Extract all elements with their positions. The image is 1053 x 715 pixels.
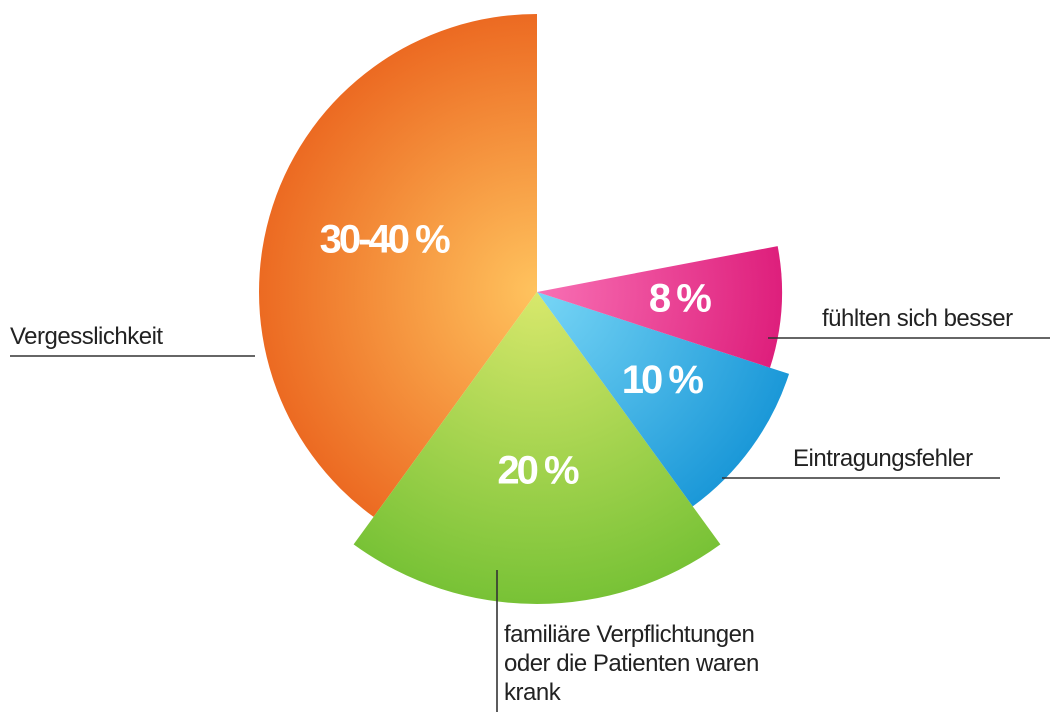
category-label: Eintragungsfehler <box>793 445 973 472</box>
pie-slice <box>537 292 790 507</box>
value-label: 20 % <box>497 449 579 493</box>
category-label: fühlten sich besser <box>822 305 1013 332</box>
value-label: 8 % <box>649 276 711 320</box>
pie-slice <box>259 14 537 517</box>
value-label: 30-40 % <box>320 218 450 262</box>
category-label: familiäre Verpflichtungen oder die Patie… <box>504 621 759 706</box>
category-label: Vergesslichkeit <box>10 323 163 350</box>
value-label: 10 % <box>622 358 704 402</box>
pie-slice <box>353 292 721 604</box>
pie-slice <box>537 246 783 368</box>
